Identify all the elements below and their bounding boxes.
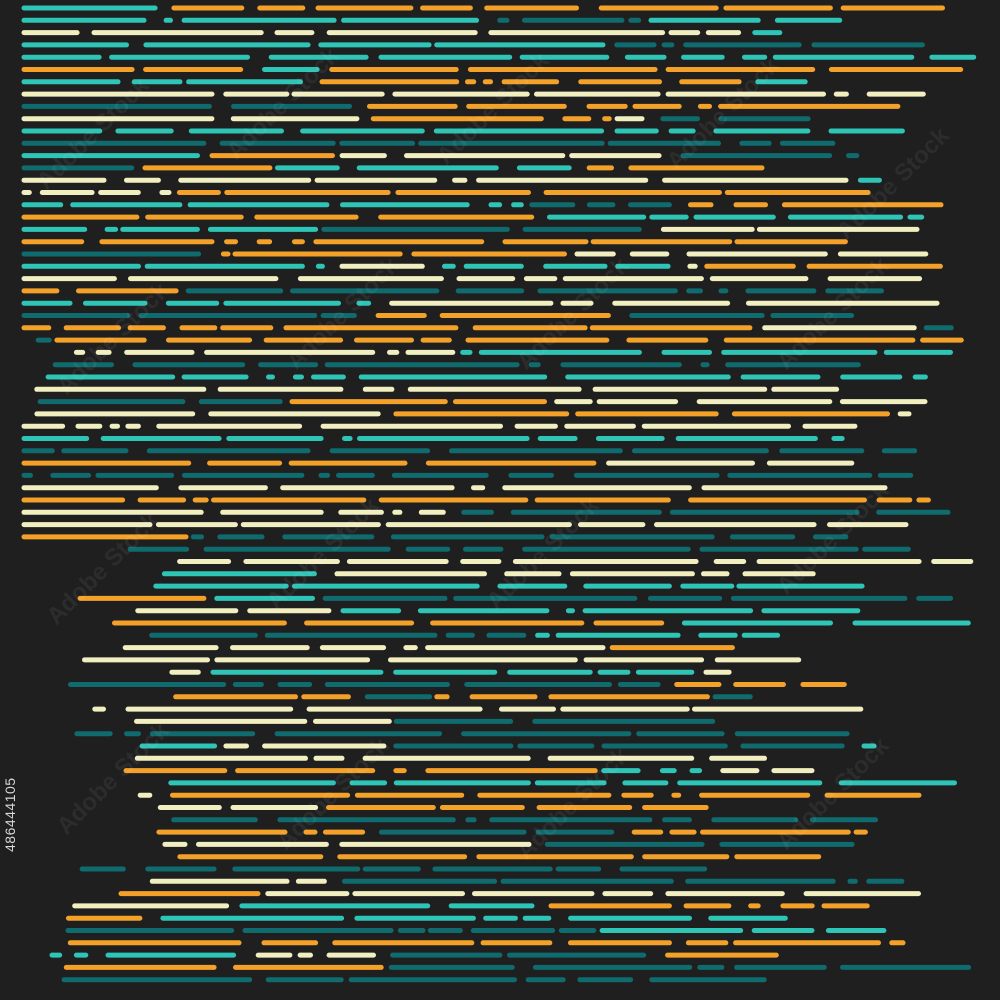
stock-id-text: 486444105	[2, 777, 18, 853]
